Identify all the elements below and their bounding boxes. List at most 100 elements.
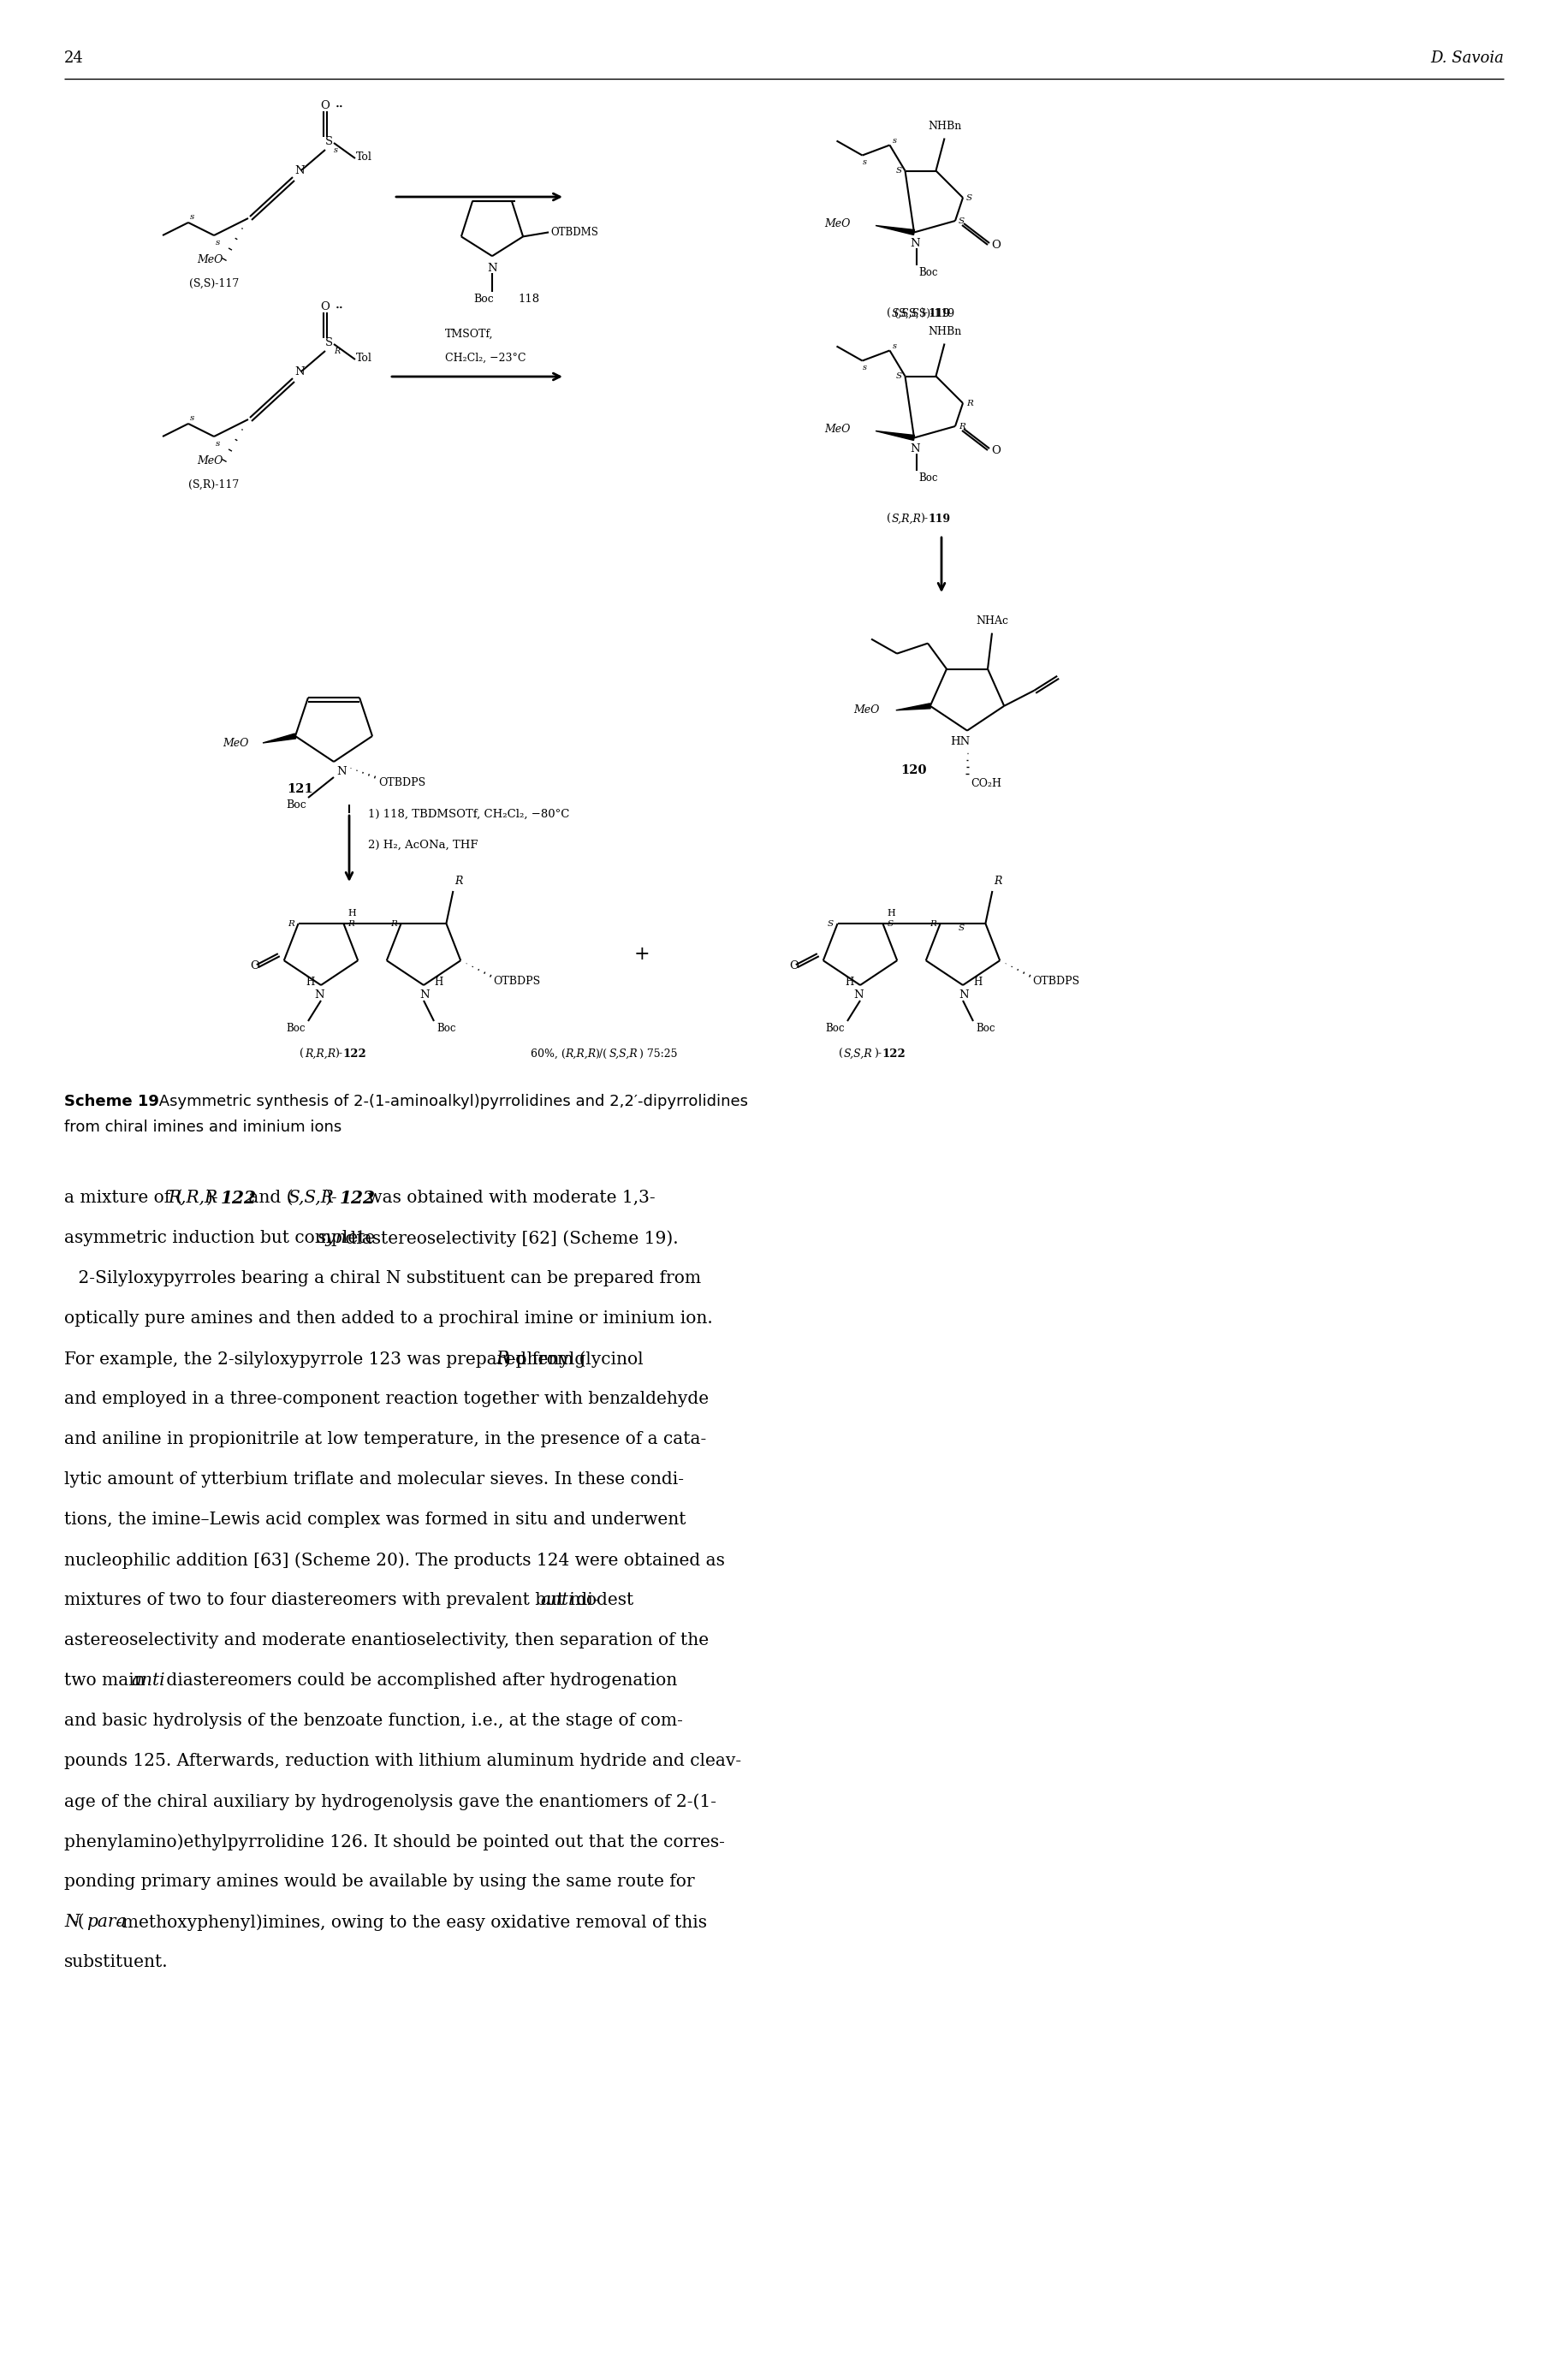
Text: (: (: [839, 1048, 844, 1060]
Text: N: N: [337, 765, 347, 777]
Text: S: S: [958, 924, 964, 931]
Text: R: R: [287, 920, 295, 927]
Text: S: S: [895, 166, 902, 173]
Text: two main: two main: [64, 1673, 151, 1689]
Text: 122: 122: [221, 1190, 257, 1207]
Text: s: s: [216, 440, 220, 447]
Text: N: N: [853, 988, 864, 1000]
Text: diastereomers could be accomplished after hydrogenation: diastereomers could be accomplished afte…: [162, 1673, 677, 1689]
Text: TMSOTf,: TMSOTf,: [445, 328, 494, 340]
Text: Boc: Boc: [474, 295, 494, 304]
Text: HN: HN: [950, 737, 971, 746]
Text: and basic hydrolysis of the benzoate function, i.e., at the stage of com-: and basic hydrolysis of the benzoate fun…: [64, 1713, 684, 1730]
Text: optically pure amines and then added to a prochiral imine or iminium ion.: optically pure amines and then added to …: [64, 1312, 713, 1326]
Text: OTBDMS: OTBDMS: [550, 226, 599, 238]
Text: )-phenylglycinol: )-phenylglycinol: [503, 1350, 643, 1369]
Text: D. Savoia: D. Savoia: [1430, 50, 1504, 67]
Text: ••: ••: [336, 304, 343, 311]
Text: MeO: MeO: [198, 454, 223, 466]
Text: syn: syn: [317, 1231, 347, 1245]
Text: CH₂Cl₂, −23°C: CH₂Cl₂, −23°C: [445, 352, 525, 364]
Text: Scheme 19: Scheme 19: [64, 1093, 158, 1110]
Text: )/(: )/(: [594, 1048, 607, 1060]
Text: H: H: [434, 977, 442, 988]
Text: N: N: [295, 366, 304, 378]
Text: s: s: [892, 342, 897, 349]
Text: R: R: [966, 399, 974, 406]
Text: NHBn: NHBn: [928, 326, 961, 337]
Text: and aniline in propionitrile at low temperature, in the presence of a cata-: and aniline in propionitrile at low temp…: [64, 1430, 706, 1447]
Text: R: R: [495, 1350, 510, 1366]
Text: S,R,R: S,R,R: [892, 513, 922, 525]
Text: s: s: [334, 145, 339, 154]
Text: Tol: Tol: [356, 152, 372, 162]
Text: O: O: [991, 444, 1000, 456]
Text: R,R,R: R,R,R: [168, 1190, 218, 1207]
Text: age of the chiral auxiliary by hydrogenolysis gave the enantiomers of 2-(1-: age of the chiral auxiliary by hydrogeno…: [64, 1794, 717, 1811]
Text: O: O: [320, 302, 329, 311]
Text: 24: 24: [64, 50, 83, 67]
Text: -methoxyphenyl)imines, owing to the easy oxidative removal of this: -methoxyphenyl)imines, owing to the easy…: [116, 1913, 707, 1932]
Text: H: H: [306, 977, 314, 988]
Text: s: s: [190, 214, 194, 221]
Text: R: R: [930, 920, 936, 927]
Text: (: (: [887, 309, 891, 318]
Text: R: R: [455, 874, 463, 886]
Text: Boc: Boc: [825, 1022, 845, 1034]
Text: Boc: Boc: [285, 798, 306, 810]
Text: R: R: [994, 874, 1002, 886]
Text: MeO: MeO: [223, 737, 249, 748]
Text: S,S,R: S,S,R: [610, 1048, 638, 1060]
Text: (S,R)-117: (S,R)-117: [188, 480, 240, 489]
Text: S: S: [895, 373, 902, 380]
Text: para: para: [86, 1913, 127, 1929]
Text: -(: -(: [72, 1913, 85, 1929]
Text: mixtures of two to four diastereomers with prevalent but modest: mixtures of two to four diastereomers wi…: [64, 1592, 640, 1609]
Text: R: R: [334, 347, 340, 354]
Text: 2-Silyloxypyrroles bearing a chiral N substituent can be prepared from: 2-Silyloxypyrroles bearing a chiral N su…: [64, 1271, 701, 1285]
Text: N: N: [419, 988, 430, 1000]
Text: Boc: Boc: [919, 266, 938, 278]
Text: N: N: [295, 164, 304, 176]
Text: H: H: [974, 977, 982, 988]
Text: 122: 122: [881, 1048, 905, 1060]
Text: 120: 120: [900, 765, 927, 777]
Text: 121: 121: [287, 784, 314, 796]
Text: ponding primary amines would be available by using the same route for: ponding primary amines would be availabl…: [64, 1875, 695, 1889]
Text: O: O: [320, 100, 329, 112]
Polygon shape: [875, 226, 914, 235]
Text: R,R,R: R,R,R: [564, 1048, 596, 1060]
Text: CO₂H: CO₂H: [971, 777, 1002, 789]
Text: O: O: [789, 960, 798, 972]
Text: ••: ••: [336, 105, 343, 109]
Text: diastereoselectivity [62] (Scheme 19).: diastereoselectivity [62] (Scheme 19).: [340, 1231, 679, 1247]
Polygon shape: [263, 734, 296, 744]
Text: 118: 118: [517, 295, 539, 304]
Text: 60%, (: 60%, (: [530, 1048, 566, 1060]
Text: 2) H₂, AcONa, THF: 2) H₂, AcONa, THF: [368, 839, 478, 851]
Text: R: R: [958, 423, 966, 430]
Text: R,R,R: R,R,R: [304, 1048, 336, 1060]
Text: H: H: [887, 910, 895, 917]
Text: )-: )-: [205, 1190, 218, 1207]
Text: pounds 125. Afterwards, reduction with lithium aluminum hydride and cleav-: pounds 125. Afterwards, reduction with l…: [64, 1753, 742, 1770]
Text: N: N: [314, 988, 325, 1000]
Text: S: S: [966, 195, 972, 202]
Text: )-: )-: [873, 1048, 881, 1060]
Text: (: (: [299, 1048, 304, 1060]
Text: MeO: MeO: [825, 423, 850, 435]
Text: S,S,R: S,S,R: [287, 1190, 334, 1207]
Text: 122: 122: [342, 1048, 365, 1060]
Text: astereoselectivity and moderate enantioselectivity, then separation of the: astereoselectivity and moderate enantios…: [64, 1632, 709, 1649]
Text: ) 75:25: ) 75:25: [640, 1048, 677, 1060]
Text: s: s: [862, 159, 867, 166]
Text: 1) 118, TBDMSOTf, CH₂Cl₂, −80°C: 1) 118, TBDMSOTf, CH₂Cl₂, −80°C: [368, 808, 569, 820]
Text: OTBDPS: OTBDPS: [494, 977, 541, 986]
Text: from chiral imines and iminium ions: from chiral imines and iminium ions: [64, 1119, 342, 1136]
Text: phenylamino)ethylpyrrolidine 126. It should be pointed out that the corres-: phenylamino)ethylpyrrolidine 126. It sho…: [64, 1834, 724, 1851]
Text: tions, the imine–Lewis acid complex was formed in situ and underwent: tions, the imine–Lewis acid complex was …: [64, 1511, 687, 1528]
Polygon shape: [875, 430, 914, 440]
Polygon shape: [895, 703, 930, 710]
Text: nucleophilic addition [63] (Scheme 20). The products 124 were obtained as: nucleophilic addition [63] (Scheme 20). …: [64, 1552, 724, 1568]
Text: N: N: [488, 264, 497, 273]
